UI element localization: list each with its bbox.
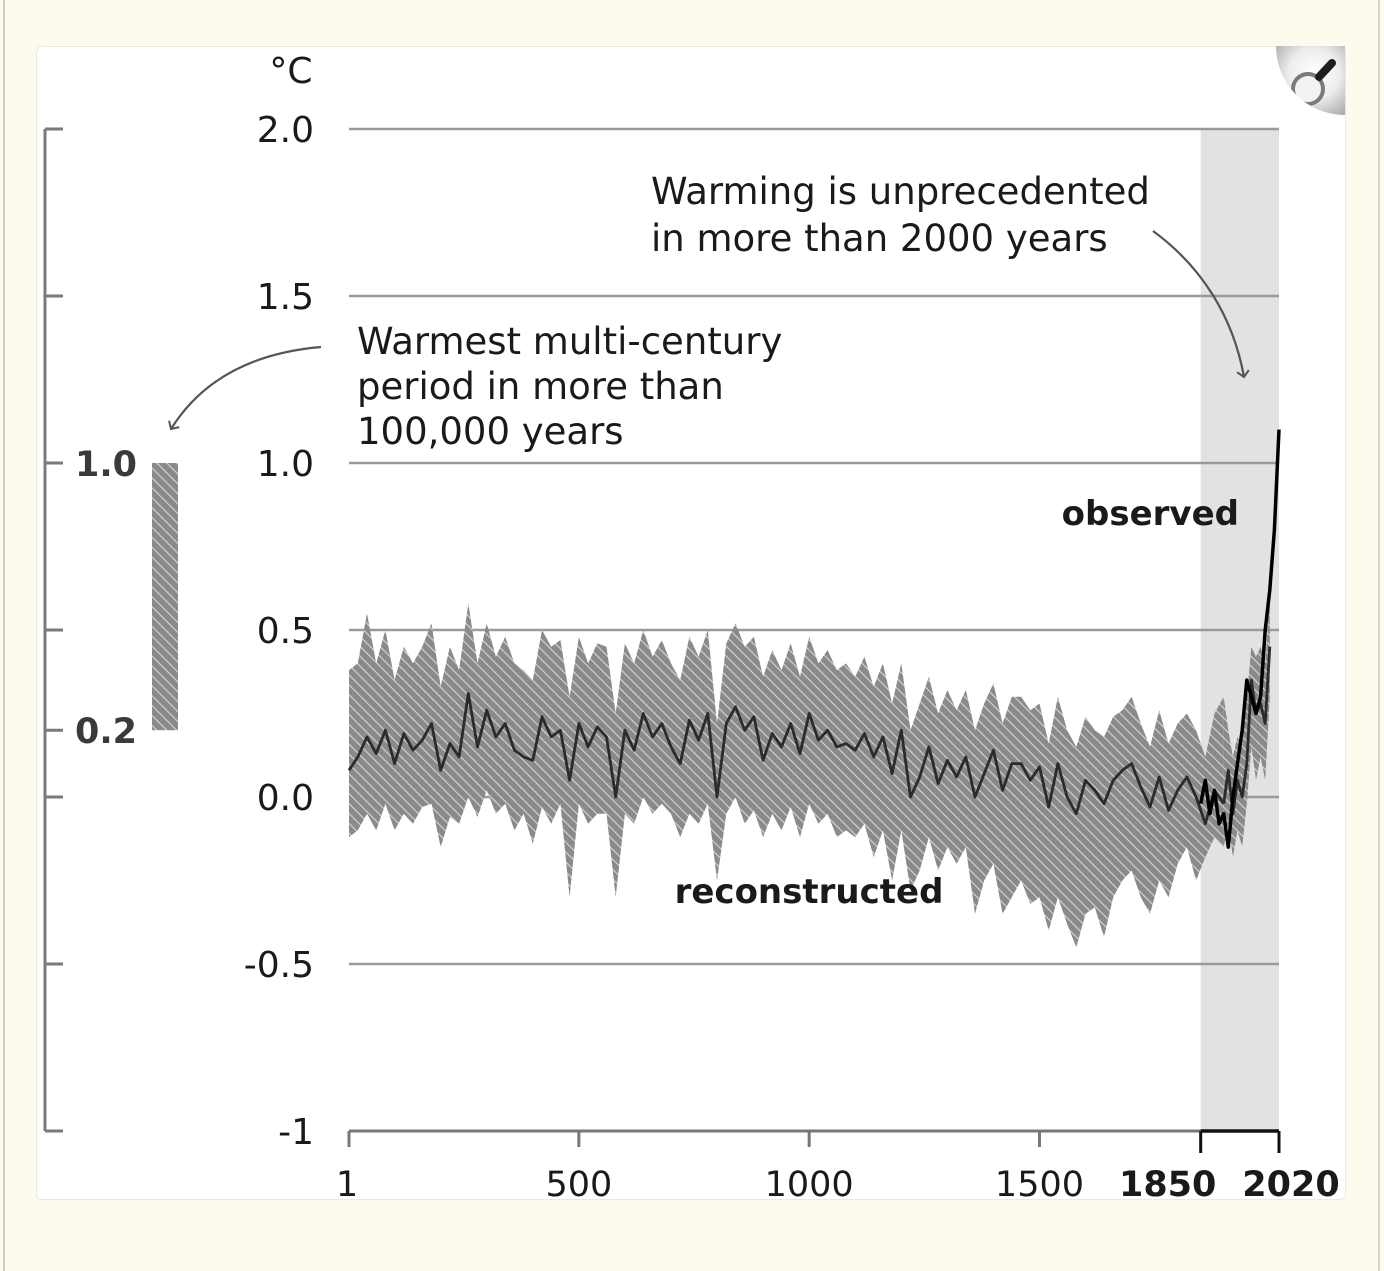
reconstructed-label: reconstructed bbox=[675, 872, 944, 912]
x-tick-label: 1850 bbox=[1119, 1165, 1216, 1200]
line-observed bbox=[1198, 429, 1281, 849]
y-tick-labels: 2.0 1.5 1.0 0.5 0.0 -0.5 -1 bbox=[244, 110, 314, 1153]
x-axis: 1 500 1000 1500 1850 2020 bbox=[336, 1129, 1340, 1200]
page-right-border bbox=[1378, 0, 1380, 1271]
figure-card: 1.0 0.2 2.0 1.5 1.0 0.5 0.0 -0.5 -1 1 500 1000 150… bbox=[36, 46, 1346, 1200]
series-lines bbox=[347, 429, 1281, 849]
gridlines bbox=[349, 127, 1279, 966]
y-axis-unit-label: °C bbox=[269, 51, 312, 92]
annotation-warmest: Warmest multi-century period in more tha… bbox=[168, 320, 782, 453]
annotation-warmest-line-2: period in more than bbox=[357, 365, 724, 408]
temperature-chart: 1.00.2 2.01.51.00.50.0-0.5-1 1 500 1000 150… bbox=[43, 51, 1340, 1200]
x-tick-label: 1500 bbox=[995, 1165, 1084, 1200]
y-tick-label: -1 bbox=[278, 1112, 314, 1153]
side-scale-label: 1.0 bbox=[75, 445, 137, 485]
band-reconstructed bbox=[349, 603, 1224, 948]
magnifier-icon bbox=[1291, 59, 1336, 106]
y-tick-label: 2.0 bbox=[257, 110, 314, 151]
observed-label: observed bbox=[1062, 494, 1239, 534]
y-tick-label: 1.5 bbox=[257, 277, 314, 318]
annotation-unprecedented-line-1: Warming is unprecedented bbox=[651, 170, 1150, 213]
x-tick-label: 500 bbox=[545, 1165, 612, 1200]
annotation-unprecedented: Warming is unprecedented in more than 20… bbox=[651, 170, 1250, 379]
y-tick-label: 0.0 bbox=[257, 778, 314, 819]
annotation-unprecedented-line-2: in more than 2000 years bbox=[651, 217, 1108, 260]
x-tick-label: 1000 bbox=[765, 1165, 854, 1200]
annotation-warmest-arrow bbox=[168, 345, 322, 431]
line-reconstructed bbox=[347, 692, 1225, 826]
magnifier-button[interactable] bbox=[1276, 46, 1345, 115]
x-tick-label: 2020 bbox=[1242, 1165, 1339, 1200]
x-tick-label: 1 bbox=[336, 1165, 358, 1200]
annotation-unprecedented-arrow bbox=[1152, 230, 1250, 379]
y-tick-label: -0.5 bbox=[244, 945, 314, 986]
side-scale: 1.0 0.2 bbox=[43, 127, 178, 1133]
warmest-period-range-bar bbox=[152, 463, 178, 731]
annotation-warmest-line-1: Warmest multi-century bbox=[357, 320, 782, 363]
page-left-border bbox=[3, 0, 5, 1271]
annotation-warmest-line-3: 100,000 years bbox=[357, 410, 624, 453]
y-tick-label: 1.0 bbox=[257, 444, 314, 485]
y-tick-label: 0.5 bbox=[257, 611, 314, 652]
side-scale-label: 0.2 bbox=[75, 712, 137, 752]
